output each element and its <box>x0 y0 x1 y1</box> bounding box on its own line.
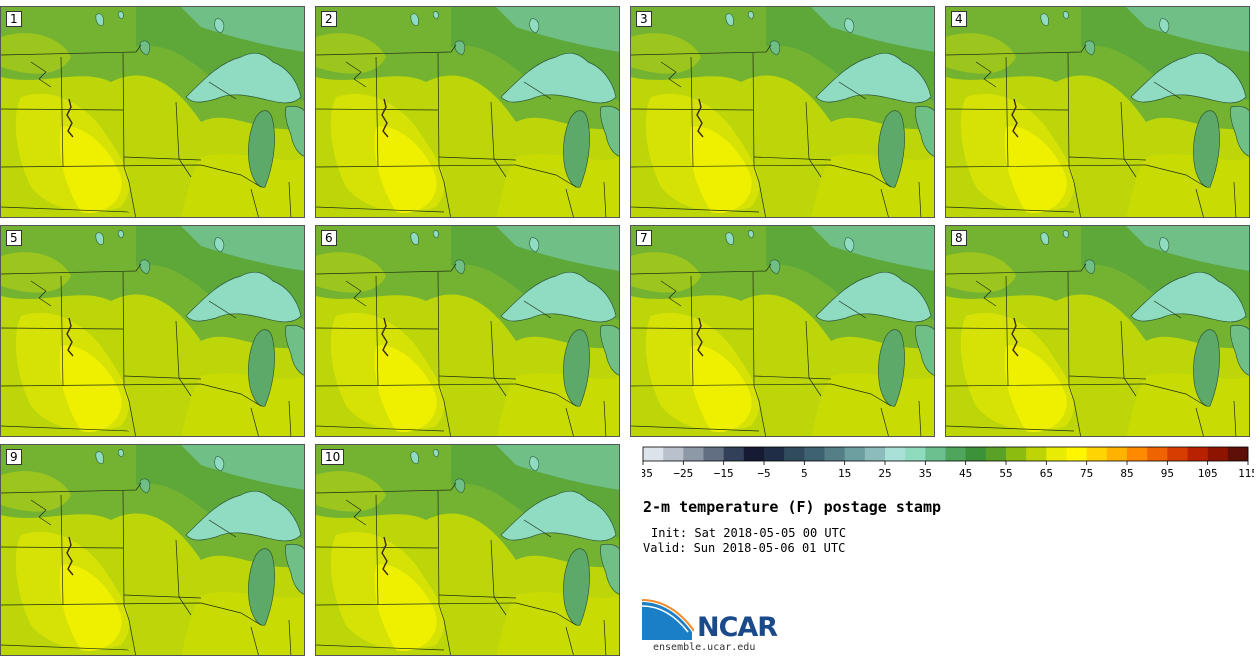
colorbar-swatch <box>864 447 886 461</box>
map-panel-1: 1 <box>0 6 305 218</box>
figure-title: 2-m temperature (F) postage stamp <box>643 498 942 516</box>
colorbar-swatch <box>945 447 966 461</box>
colorbar-tick-label: 75 <box>1080 467 1093 480</box>
temperature-map <box>1 445 305 656</box>
colorbar-swatch <box>905 447 926 461</box>
temperature-map <box>316 226 620 437</box>
map-panel-4: 4 <box>945 6 1250 218</box>
colorbar-tick-label: 105 <box>1198 467 1218 480</box>
colorbar-tick-label: 15 <box>838 467 851 480</box>
site-url: ensemble.ucar.edu <box>653 642 756 653</box>
temperature-map <box>631 7 935 218</box>
member-label: 3 <box>636 11 652 27</box>
colorbar-swatch <box>965 447 987 461</box>
colorbar-tick-label: 65 <box>1040 467 1053 480</box>
colorbar-swatch <box>1147 447 1168 461</box>
colorbar-swatch <box>723 447 745 461</box>
colorbar-tick-label: −5 <box>757 467 770 480</box>
temperature-colorbar: −35 −25 −15 −5 5 15 25 35 45 55 65 75 85 95 105 115 <box>642 446 1254 480</box>
colorbar-swatch <box>844 447 866 461</box>
member-label: 10 <box>321 449 345 465</box>
colorbar-swatch <box>743 447 765 461</box>
map-panel-8: 8 <box>945 225 1250 437</box>
member-label: 1 <box>6 11 22 27</box>
colorbar-tick-label: 45 <box>959 467 972 480</box>
member-label: 2 <box>321 11 337 27</box>
colorbar-swatch <box>824 447 845 461</box>
map-panel-6: 6 <box>315 225 620 437</box>
temperature-map <box>1 7 305 218</box>
member-label: 8 <box>951 230 967 246</box>
map-panel-9: 9 <box>0 444 305 656</box>
colorbar-tick-label: 35 <box>919 467 932 480</box>
colorbar-tick-label: 5 <box>801 467 808 480</box>
member-label: 7 <box>636 230 652 246</box>
colorbar-swatch <box>703 447 724 461</box>
colorbar-tick-label: 115 <box>1238 467 1254 480</box>
colorbar-swatch <box>764 447 785 461</box>
member-label: 5 <box>6 230 22 246</box>
colorbar-swatch <box>1006 447 1027 461</box>
map-panel-10: 10 <box>315 444 620 656</box>
temperature-map <box>946 7 1250 218</box>
member-label: 6 <box>321 230 337 246</box>
colorbar-swatch <box>1187 447 1208 461</box>
colorbar-swatch <box>683 447 704 461</box>
temperature-map <box>316 7 620 218</box>
temperature-map <box>946 226 1250 437</box>
member-label: 4 <box>951 11 967 27</box>
ncar-logo-icon <box>642 599 694 640</box>
member-label: 9 <box>6 449 22 465</box>
colorbar-tick-label: −15 <box>714 467 734 480</box>
colorbar-swatch <box>784 447 805 461</box>
colorbar-swatch <box>1066 447 1087 461</box>
colorbar-swatch <box>885 447 906 461</box>
colorbar-swatch <box>804 447 825 461</box>
colorbar-swatch <box>1046 447 1067 461</box>
colorbar-tick-label: −35 <box>642 467 653 480</box>
colorbar-tick-label: 85 <box>1120 467 1133 480</box>
valid-time: Valid: Sun 2018-05-06 01 UTC <box>643 541 846 555</box>
colorbar-swatch <box>1167 447 1188 461</box>
map-panel-7: 7 <box>630 225 935 437</box>
colorbar-swatch <box>1086 447 1108 461</box>
temperature-map <box>1 226 305 437</box>
colorbar-swatch <box>925 447 946 461</box>
colorbar-tick-label: 25 <box>878 467 891 480</box>
colorbar-swatch <box>1026 447 1047 461</box>
colorbar-tick-label: 95 <box>1161 467 1174 480</box>
map-panel-3: 3 <box>630 6 935 218</box>
map-panel-5: 5 <box>0 225 305 437</box>
colorbar-swatch <box>643 447 664 461</box>
colorbar-swatch <box>1207 447 1229 461</box>
colorbar-swatch <box>1106 447 1128 461</box>
colorbar-swatch <box>663 447 684 461</box>
colorbar-swatch <box>1127 447 1148 461</box>
colorbar-swatch <box>1227 447 1249 461</box>
colorbar-tick-label: −25 <box>673 467 693 480</box>
colorbar-tick-label: 55 <box>999 467 1012 480</box>
ncar-logo-text: NCAR <box>697 612 778 643</box>
map-panel-2: 2 <box>315 6 620 218</box>
colorbar-border <box>642 446 1249 462</box>
colorbar-swatch <box>985 447 1007 461</box>
temperature-map <box>316 445 620 656</box>
temperature-map <box>631 226 935 437</box>
init-time: Init: Sat 2018-05-05 00 UTC <box>651 526 847 540</box>
